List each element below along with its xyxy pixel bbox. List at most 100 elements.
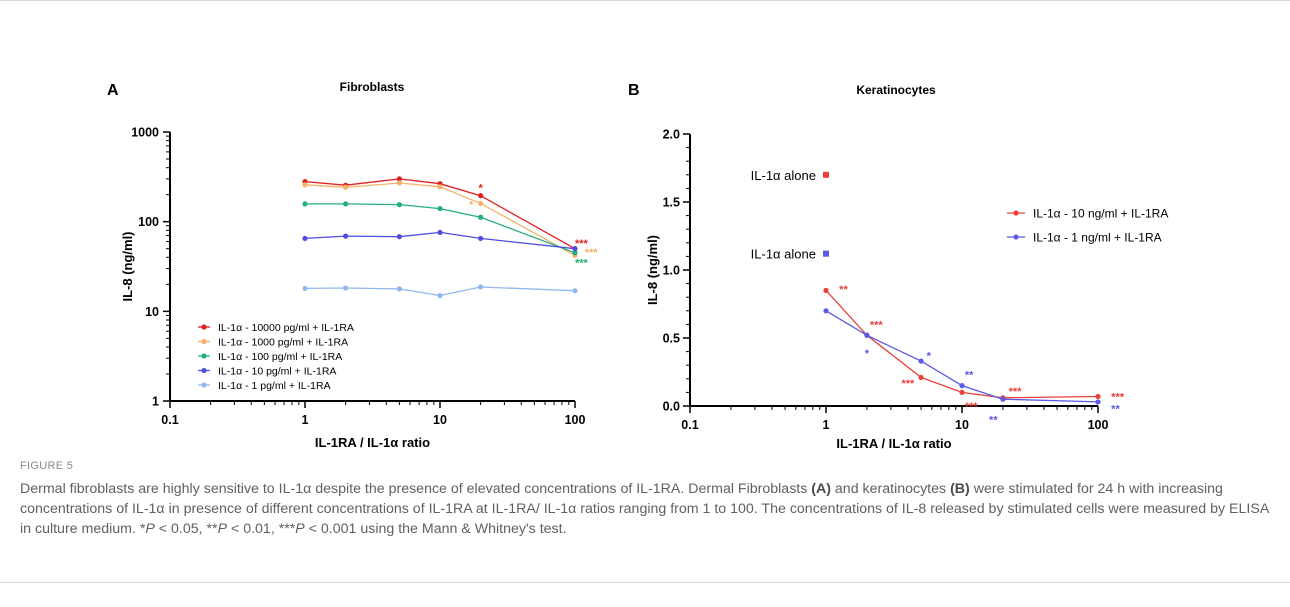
panel-b-legend-marker: [1013, 234, 1019, 240]
caption-panel-b-ref: (B): [950, 481, 970, 497]
panel-b-y-tick-label: 1.5: [663, 196, 680, 210]
panel-a-data-point: [343, 201, 349, 207]
panel-a-series-line: [304, 182, 576, 256]
panel-a-data-point: [572, 246, 578, 252]
panel-a-data-point: [572, 250, 578, 256]
panel-a-series-line: [304, 231, 576, 250]
panel-b-data-point: [864, 332, 870, 338]
panel-a-legend-marker: [201, 338, 207, 345]
panel-b-significance-mark: ***: [1111, 391, 1125, 403]
panel-a-y-tick-label: 10: [145, 305, 159, 319]
panel-b-series-line: [825, 289, 1099, 399]
panel-a-legend-label: IL-1α - 1 pg/ml + IL-1RA: [218, 380, 331, 392]
panel-a-y-tick-label: 1: [152, 395, 159, 409]
panel-a-x-axis-label: IL-1RA / IL-1α ratio: [315, 435, 430, 450]
figure-bottom-rule: [0, 582, 1290, 583]
panel-a-x-tick-label: 0.1: [161, 413, 178, 427]
panel-b-data-point: [918, 374, 924, 381]
panel-b-x-axis-label: IL-1RA / IL-1α ratio: [836, 436, 951, 451]
panel-a-legend-marker: [201, 324, 207, 330]
panel-b-data-point: [823, 308, 829, 314]
panel-b-title: Keratinocytes: [856, 83, 936, 97]
panel-b-data-point: [1095, 393, 1101, 400]
panel-a-data-point: [478, 284, 484, 290]
panel-b-data-point: [823, 287, 829, 293]
panel-a-y-axis-label: IL-8 (ng/ml): [120, 231, 135, 301]
panel-b-y-tick-label: 0.0: [663, 400, 680, 414]
panel-b-y-tick-label: 0.5: [663, 332, 680, 346]
panel-a-legend-label: IL-1α - 10000 pg/ml + IL-1RA: [218, 322, 354, 334]
panel-a-data-point: [478, 214, 484, 220]
panel-b-significance-mark: ***: [1009, 386, 1023, 398]
panel-b-significance-mark: **: [989, 415, 998, 427]
panel-b-alone-label: IL-1α alone: [751, 168, 816, 183]
panel-b-alone-marker: [823, 250, 829, 257]
panel-a-legend-marker: [201, 353, 207, 359]
panel-a-data-point: [396, 180, 402, 186]
panel-a-legend-label: IL-1α - 10 pg/ml + IL-1RA: [218, 365, 336, 377]
panel-a-data-point: [396, 202, 402, 208]
panel-b-legend-label: IL-1α - 10 ng/ml + IL-1RA: [1033, 206, 1168, 220]
panel-b-x-tick-label: 100: [1088, 418, 1109, 432]
panel-b-data-point: [959, 383, 965, 389]
panel-a-data-point: [302, 285, 308, 292]
panel-a-y-tick-label: 100: [138, 215, 159, 229]
panel-a-title: Fibroblasts: [340, 80, 405, 94]
panel-a-legend-label: IL-1α - 1000 pg/ml + IL-1RA: [218, 336, 348, 348]
panel-b-significance-mark: ***: [965, 401, 979, 413]
caption-panel-a-ref: (A): [811, 481, 831, 497]
panel-b-legend-label: IL-1α - 1 ng/ml + IL-1RA: [1033, 230, 1162, 244]
panel-b-series-line: [825, 310, 1099, 403]
panel-a-data-point: [396, 286, 402, 292]
panel-a-data-point: [302, 201, 308, 207]
panel-a-significance-mark: ***: [575, 258, 589, 270]
panel-b-letter: B: [628, 82, 640, 99]
panel-a-y-tick-label: 1000: [131, 126, 159, 140]
panel-b-alone-label: IL-1α alone: [751, 247, 816, 262]
panel-b-x-tick-label: 1: [823, 418, 830, 432]
panel-a-data-point: [437, 292, 443, 299]
panel-b-significance-mark: *: [865, 348, 870, 360]
panel-a-legend-marker: [201, 382, 207, 388]
panel-a-legend-label: IL-1α - 100 pg/ml + IL-1RA: [218, 351, 342, 363]
panel-a-data-point: [437, 205, 443, 212]
panel-a-data-point: [478, 193, 484, 199]
panel-a-series-line: [304, 286, 576, 297]
panel-b-y-axis-label: IL-8 (ng/ml): [645, 235, 660, 305]
panel-a-data-point: [302, 235, 308, 242]
panel-b-significance-mark: *: [927, 351, 932, 363]
panel-a-x-tick-label: 100: [565, 413, 586, 427]
panel-b-y-tick-label: 1.0: [663, 264, 680, 278]
panel-a-x-tick-label: 10: [433, 413, 447, 427]
panel-b-significance-mark: ***: [901, 378, 915, 390]
panel-b-alone-marker: [823, 171, 829, 178]
panel-b-significance-mark: **: [1111, 404, 1120, 416]
panel-b-x-tick-label: 0.1: [681, 418, 698, 432]
panel-a-series-line: [304, 178, 576, 250]
panel-b-x-tick-label: 10: [955, 418, 969, 432]
panel-b-data-point: [1000, 396, 1006, 402]
panel-b-significance-mark: ***: [870, 319, 884, 331]
panel-a-x-tick-label: 1: [302, 413, 309, 427]
panel-a-data-point: [396, 176, 402, 182]
figure-caption: Dermal fibroblasts are highly sensitive …: [20, 481, 1269, 537]
panel-b-y-tick-label: 2.0: [663, 128, 680, 142]
panel-b-significance-mark: **: [965, 370, 974, 382]
panel-a-legend-marker: [201, 367, 207, 374]
panel-a-data-point: [343, 184, 349, 190]
panel-a-data-point: [572, 288, 578, 294]
panel-b-data-point: [1095, 399, 1101, 405]
panel-a-data-point: [478, 235, 484, 242]
panel-a-data-point: [478, 200, 484, 206]
panel-a-letter: A: [107, 82, 119, 99]
panel-a-data-point: [343, 285, 349, 291]
panel-a-data-point: [437, 184, 443, 190]
panel-a-significance-mark: ***: [585, 247, 599, 259]
panel-b-data-point: [959, 389, 965, 395]
panel-b-legend-marker: [1013, 210, 1019, 216]
panel-a-significance-mark: *: [469, 200, 474, 212]
panel-b-keratinocytes: Keratinocytes 0.1 1 10 100 0.0 0.5 1.0 1.5 2.0 IL-…: [645, 83, 1168, 451]
